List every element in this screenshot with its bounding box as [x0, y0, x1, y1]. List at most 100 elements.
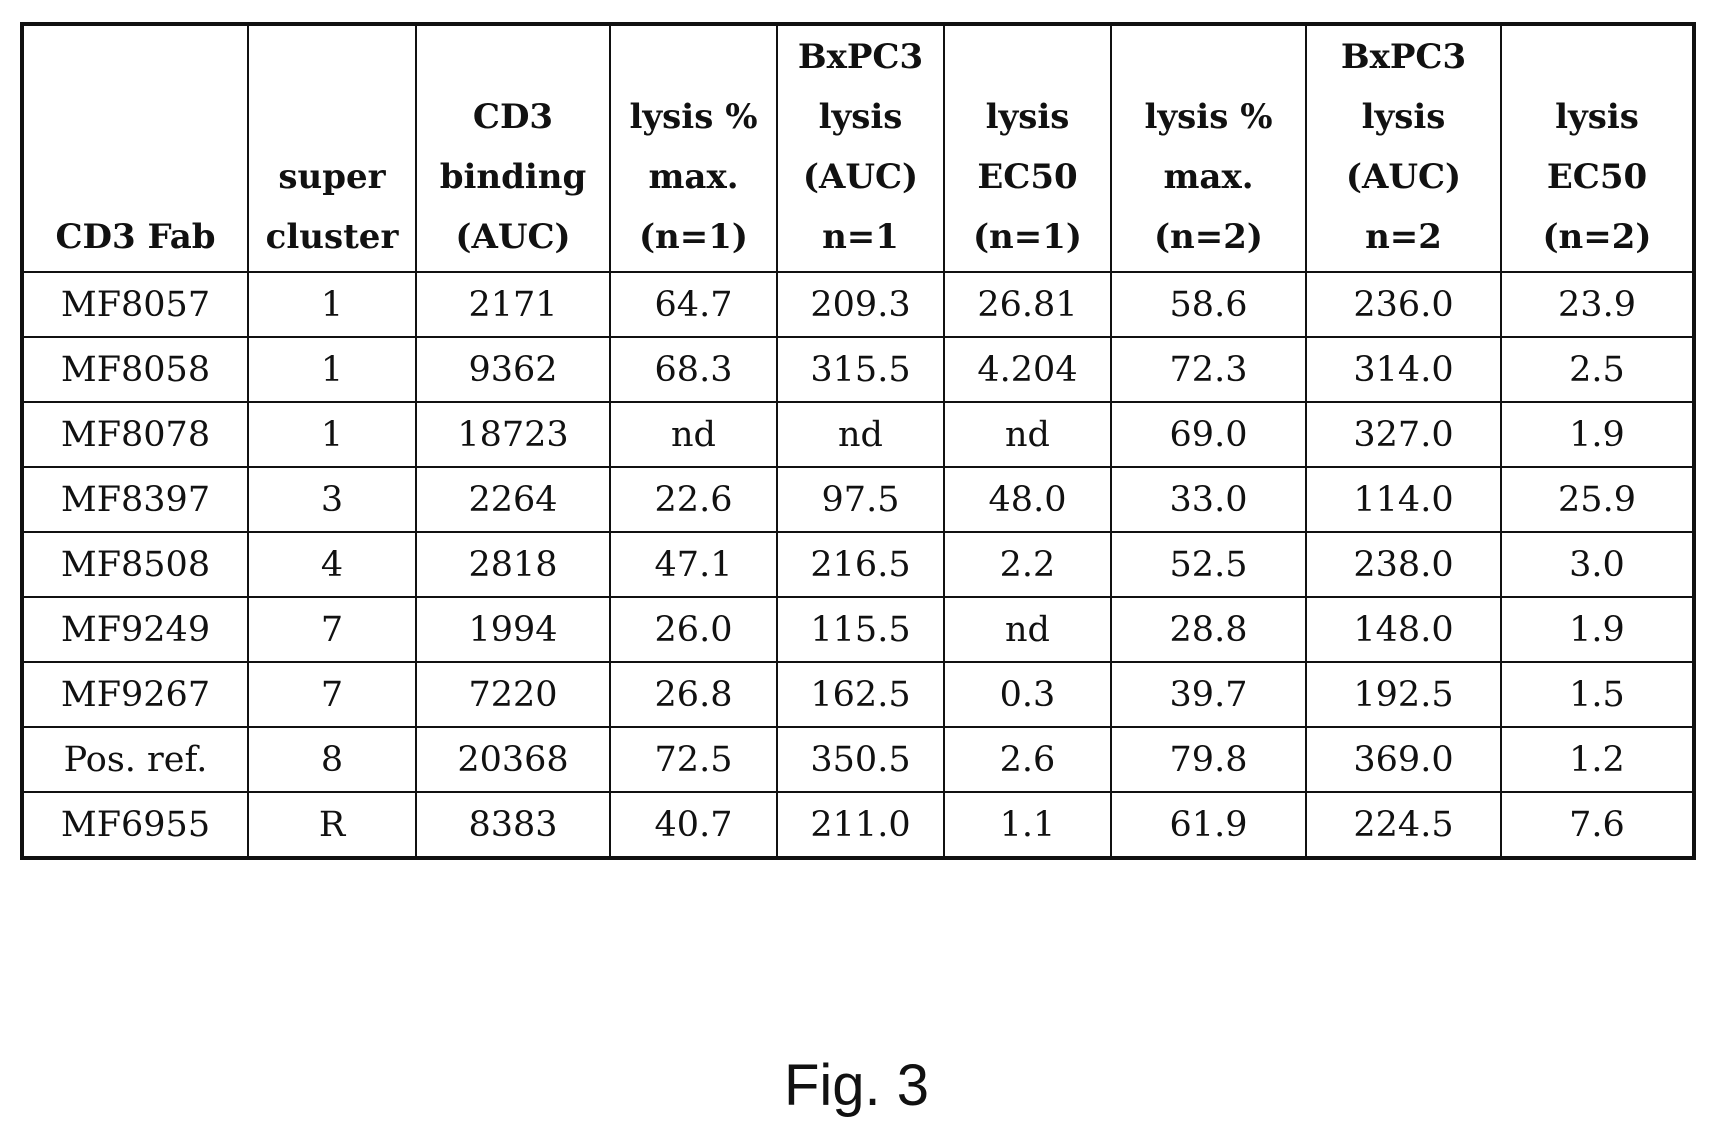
- table-cell: MF8508: [21, 531, 249, 598]
- table-cell: 350.5: [776, 726, 945, 793]
- column-header-line: lysis %: [629, 97, 758, 137]
- table-row: MF6955 R 8383 40.7 211.0 1.1 61.9 224.5 7.6: [21, 791, 1695, 859]
- table-cell: 72.3: [1110, 336, 1307, 403]
- column-header-line: n=1: [822, 217, 899, 257]
- table-cell: 33.0: [1110, 466, 1307, 533]
- table-cell: 61.9: [1110, 791, 1307, 859]
- table-cell: 3: [247, 466, 417, 533]
- table-cell: 209.3: [776, 271, 945, 338]
- table-row: MF8057 1 2171 64.7 209.3 26.81 58.6 236.0 23.9: [21, 271, 1695, 338]
- table-cell: 314.0: [1305, 336, 1502, 403]
- column-header-line: CD3: [472, 97, 554, 137]
- table-cell: 0.3: [943, 661, 1112, 728]
- column-header: CD3 Fab: [21, 23, 249, 273]
- table-cell: 79.8: [1110, 726, 1307, 793]
- table-cell: 327.0: [1305, 401, 1502, 468]
- table-cell: 64.7: [609, 271, 778, 338]
- column-header: lysis % max. (n=1): [609, 23, 778, 273]
- table-cell: nd: [776, 401, 945, 468]
- table-cell: 162.5: [776, 661, 945, 728]
- column-header-line: cluster: [265, 217, 399, 257]
- table-cell: 1.9: [1500, 596, 1695, 663]
- table-cell: 26.0: [609, 596, 778, 663]
- data-table: CD3 Fab super cluster CD3 binding (AUC) lysis …: [20, 22, 1696, 860]
- column-header: lysis % max. (n=2): [1110, 23, 1307, 273]
- table-row: MF9249 7 1994 26.0 115.5 nd 28.8 148.0 1.9: [21, 596, 1695, 663]
- table-cell: 211.0: [776, 791, 945, 859]
- table-cell: 1.2: [1500, 726, 1695, 793]
- table-cell: MF8058: [21, 336, 249, 403]
- column-header-line: lysis: [1555, 97, 1639, 137]
- column-header-line: (AUC): [1345, 157, 1462, 197]
- table-cell: 238.0: [1305, 531, 1502, 598]
- column-header-line: super: [278, 157, 386, 197]
- table-cell: 1.9: [1500, 401, 1695, 468]
- table-cell: 26.8: [609, 661, 778, 728]
- column-header: CD3 binding (AUC): [415, 23, 611, 273]
- table-cell: 1: [247, 336, 417, 403]
- table-cell: 7: [247, 596, 417, 663]
- table-row: MF8397 3 2264 22.6 97.5 48.0 33.0 114.0 25.9: [21, 466, 1695, 533]
- table-cell: MF8078: [21, 401, 249, 468]
- table-cell: 22.6: [609, 466, 778, 533]
- table-cell: nd: [943, 401, 1112, 468]
- table-cell: 315.5: [776, 336, 945, 403]
- column-header: BxPC3 lysis (AUC) n=1: [776, 23, 945, 273]
- table-cell: MF9249: [21, 596, 249, 663]
- table-cell: 39.7: [1110, 661, 1307, 728]
- column-header-line: BxPC3: [797, 37, 924, 77]
- table-cell: 1.1: [943, 791, 1112, 859]
- column-header-line: binding: [439, 157, 587, 197]
- column-header-line: max.: [648, 157, 739, 197]
- table-cell: MF8057: [21, 271, 249, 338]
- table-cell: MF6955: [21, 791, 249, 859]
- table-cell: Pos. ref.: [21, 726, 249, 793]
- table-cell: 48.0: [943, 466, 1112, 533]
- table-cell: 52.5: [1110, 531, 1307, 598]
- column-header-line: lysis: [818, 97, 903, 137]
- table-cell: 58.6: [1110, 271, 1307, 338]
- table-cell: R: [247, 791, 417, 859]
- table-cell: 148.0: [1305, 596, 1502, 663]
- table-cell: 115.5: [776, 596, 945, 663]
- table-cell: 4: [247, 531, 417, 598]
- column-header-line: (n=2): [1542, 217, 1652, 257]
- column-header-line: CD3 Fab: [55, 217, 216, 257]
- column-header-line: lysis: [985, 97, 1070, 137]
- column-header: lysis EC50 (n=1): [943, 23, 1112, 273]
- table-cell: 69.0: [1110, 401, 1307, 468]
- table-cell: 9362: [415, 336, 611, 403]
- table-cell: 68.3: [609, 336, 778, 403]
- column-header: super cluster: [247, 23, 417, 273]
- column-header-line: (n=1): [638, 217, 749, 257]
- column-header-line: (n=2): [1153, 217, 1264, 257]
- table-cell: nd: [943, 596, 1112, 663]
- table-cell: 2818: [415, 531, 611, 598]
- table-cell: 236.0: [1305, 271, 1502, 338]
- table-row: Pos. ref. 8 20368 72.5 350.5 2.6 79.8 369.0 1.2: [21, 726, 1695, 793]
- column-header: BxPC3 lysis (AUC) n=2: [1305, 23, 1502, 273]
- figure-caption: Fig. 3: [783, 1053, 930, 1118]
- table-cell: 114.0: [1305, 466, 1502, 533]
- table-cell: 20368: [415, 726, 611, 793]
- table-cell: 369.0: [1305, 726, 1502, 793]
- table-cell: 2.6: [943, 726, 1112, 793]
- table-cell: nd: [609, 401, 778, 468]
- column-header-line: BxPC3: [1340, 37, 1467, 77]
- table-cell: 25.9: [1500, 466, 1695, 533]
- table-cell: 2171: [415, 271, 611, 338]
- table-cell: 1: [247, 401, 417, 468]
- table-cell: 7220: [415, 661, 611, 728]
- table-cell: 47.1: [609, 531, 778, 598]
- table-cell: 1994: [415, 596, 611, 663]
- table-cell: 2.5: [1500, 336, 1695, 403]
- table-cell: 28.8: [1110, 596, 1307, 663]
- column-header-line: (AUC): [802, 157, 919, 197]
- table-cell: 2.2: [943, 531, 1112, 598]
- table-cell: 97.5: [776, 466, 945, 533]
- table-cell: MF9267: [21, 661, 249, 728]
- table-cell: 224.5: [1305, 791, 1502, 859]
- table-body: MF8057 1 2171 64.7 209.3 26.81 58.6 236.0 23.9 MF…: [21, 271, 1695, 859]
- table-cell: MF8397: [21, 466, 249, 533]
